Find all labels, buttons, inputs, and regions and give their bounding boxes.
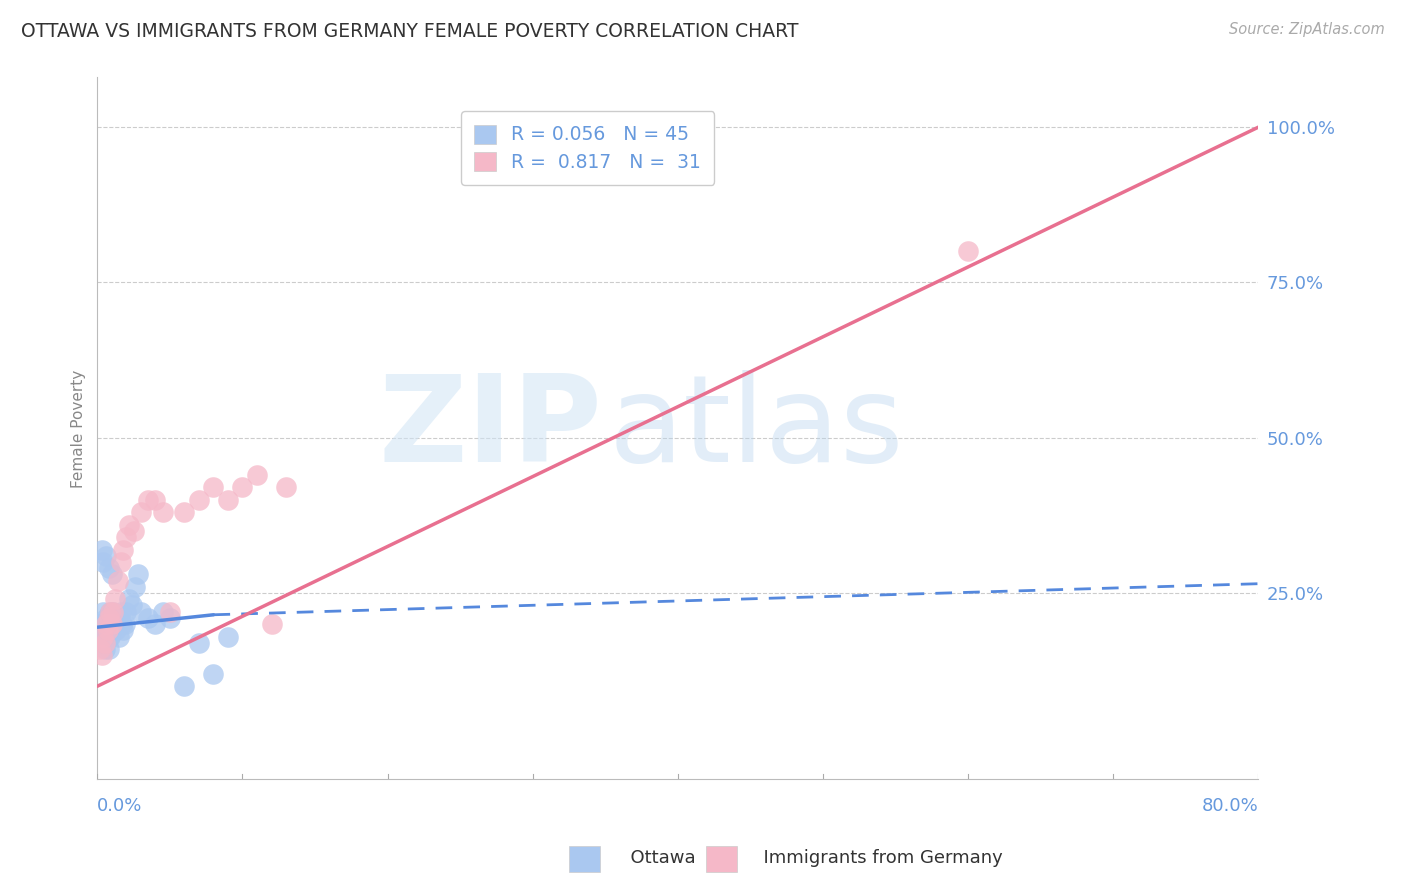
Point xyxy=(145,617,167,632)
Point xyxy=(97,611,120,625)
Point xyxy=(100,605,122,619)
Point xyxy=(97,630,120,644)
Point xyxy=(957,244,980,259)
Text: 0.0%: 0.0% xyxy=(97,797,143,815)
Point xyxy=(89,642,111,657)
Point xyxy=(93,636,115,650)
Point xyxy=(246,468,269,483)
Point xyxy=(108,630,131,644)
Point xyxy=(94,617,117,632)
Point xyxy=(91,630,114,644)
Point xyxy=(90,542,112,557)
Point xyxy=(111,617,134,632)
Point xyxy=(103,605,125,619)
Point xyxy=(145,492,167,507)
Point xyxy=(121,599,143,613)
Text: Ottawa: Ottawa xyxy=(619,849,695,867)
Legend: R = 0.056   N = 45, R =  0.817   N =  31: R = 0.056 N = 45, R = 0.817 N = 31 xyxy=(461,112,714,185)
Point xyxy=(91,555,114,569)
Text: Source: ZipAtlas.com: Source: ZipAtlas.com xyxy=(1229,22,1385,37)
Point xyxy=(187,636,209,650)
Point xyxy=(231,480,253,494)
Point xyxy=(103,617,125,632)
Point xyxy=(91,630,114,644)
Point xyxy=(90,648,112,662)
Point xyxy=(96,624,118,638)
Point xyxy=(101,624,124,638)
Point xyxy=(187,492,209,507)
Point xyxy=(159,605,181,619)
Y-axis label: Female Poverty: Female Poverty xyxy=(72,369,86,488)
Point xyxy=(217,492,239,507)
Point xyxy=(93,642,115,657)
Point xyxy=(274,480,297,494)
Text: 80.0%: 80.0% xyxy=(1202,797,1258,815)
Point xyxy=(107,611,129,625)
Point xyxy=(110,605,132,619)
Text: ZIP: ZIP xyxy=(378,370,602,487)
Point xyxy=(173,679,195,693)
Point xyxy=(104,592,127,607)
Point xyxy=(112,542,135,557)
Point xyxy=(173,505,195,519)
Point xyxy=(112,624,135,638)
Point xyxy=(122,524,145,538)
Point xyxy=(124,580,146,594)
Point xyxy=(89,617,111,632)
Point xyxy=(90,624,112,638)
Point xyxy=(118,592,141,607)
Text: Immigrants from Germany: Immigrants from Germany xyxy=(752,849,1002,867)
Point xyxy=(101,617,124,632)
Point xyxy=(96,624,118,638)
Point xyxy=(100,605,122,619)
Point xyxy=(97,642,120,657)
Point xyxy=(217,630,239,644)
Point xyxy=(107,574,129,588)
Point xyxy=(136,611,159,625)
Point xyxy=(110,555,132,569)
Point xyxy=(152,505,174,519)
Point xyxy=(91,605,114,619)
Point xyxy=(136,492,159,507)
Point xyxy=(101,567,124,582)
Point xyxy=(118,517,141,532)
Point xyxy=(129,505,152,519)
Text: atlas: atlas xyxy=(609,370,904,487)
Point xyxy=(202,480,225,494)
Point xyxy=(94,617,117,632)
Point xyxy=(93,636,115,650)
Point xyxy=(100,630,122,644)
Point xyxy=(260,617,283,632)
Point xyxy=(202,666,225,681)
Point xyxy=(159,611,181,625)
Point xyxy=(103,605,125,619)
Point xyxy=(97,561,120,575)
Point xyxy=(94,611,117,625)
Point xyxy=(152,605,174,619)
Point xyxy=(115,605,138,619)
Point xyxy=(101,611,124,625)
Point xyxy=(114,617,136,632)
Point xyxy=(96,617,118,632)
Point xyxy=(129,605,152,619)
Point xyxy=(105,624,128,638)
Point xyxy=(94,549,117,563)
Text: OTTAWA VS IMMIGRANTS FROM GERMANY FEMALE POVERTY CORRELATION CHART: OTTAWA VS IMMIGRANTS FROM GERMANY FEMALE… xyxy=(21,22,799,41)
Point xyxy=(127,567,149,582)
Point xyxy=(115,530,138,544)
Point xyxy=(104,617,127,632)
